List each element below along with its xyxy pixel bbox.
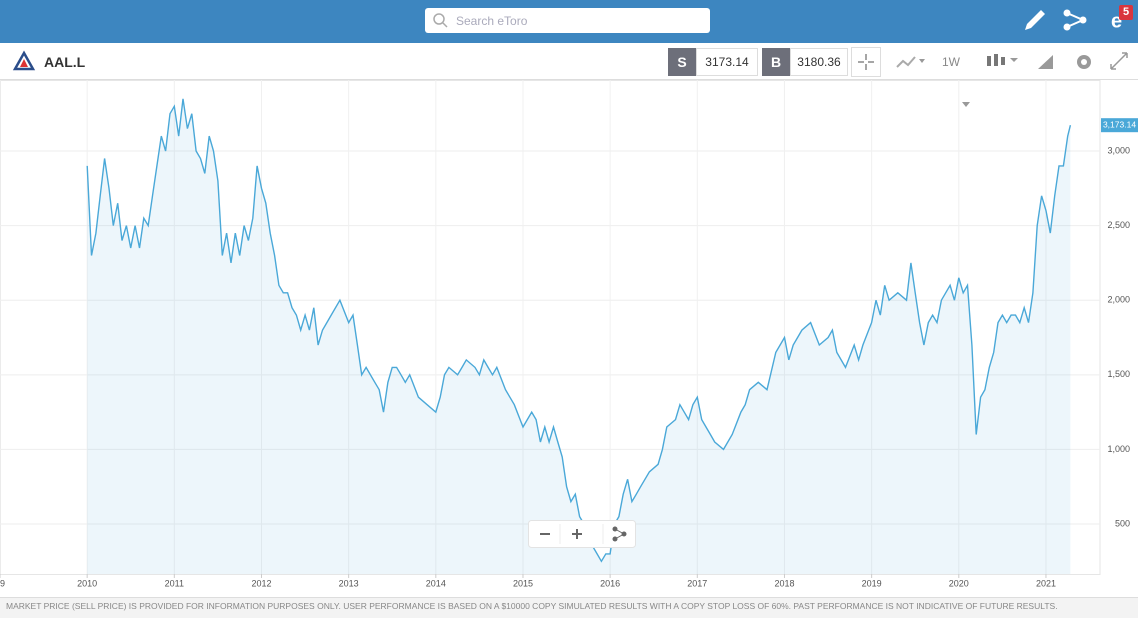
- search-box[interactable]: Search eToro: [425, 8, 710, 33]
- x-tick-label: 09: [0, 578, 5, 588]
- x-tick-label: 2016: [600, 578, 620, 588]
- symbol: AAL.L: [44, 54, 86, 70]
- search-placeholder: Search eToro: [456, 14, 528, 28]
- toolbar-icons: [987, 52, 1128, 70]
- zoom-controls: [528, 520, 636, 548]
- edit-icon[interactable]: [1025, 10, 1045, 30]
- buy-label[interactable]: B: [762, 48, 790, 76]
- x-tick-label: 2010: [77, 578, 97, 588]
- sell-label[interactable]: S: [668, 48, 696, 76]
- sell-price[interactable]: 3173.14: [696, 48, 758, 76]
- last-price-label: 3,173.14: [1103, 119, 1136, 129]
- x-tick-label: 2020: [949, 578, 969, 588]
- y-tick-label: 3,000: [1107, 145, 1130, 155]
- zoom-in[interactable]: [572, 529, 582, 539]
- y-tick-label: 500: [1115, 518, 1130, 528]
- last-price-tag: [1101, 118, 1138, 133]
- x-tick-label: 2017: [687, 578, 707, 588]
- toolbar: AAL.L S 3173.14 B 3180.36 1W: [0, 44, 1138, 107]
- disclaimer: MARKET PRICE (SELL PRICE) IS PROVIDED FO…: [6, 601, 1058, 611]
- avatar[interactable]: e: [1111, 10, 1122, 32]
- x-tick-label: 2011: [165, 578, 184, 588]
- symbol-logo: [12, 50, 36, 71]
- x-tick-label: 2021: [1036, 578, 1056, 588]
- share-icon[interactable]: [1066, 12, 1086, 28]
- x-tick-label: 2012: [251, 578, 271, 588]
- x-tick-label: 2015: [513, 578, 533, 588]
- y-tick-label: 2,500: [1107, 220, 1130, 230]
- header: Search eToro e 5: [0, 0, 1138, 43]
- x-tick-label: 2014: [426, 578, 446, 588]
- y-tick-label: 1,500: [1107, 369, 1130, 379]
- area: [87, 98, 1071, 575]
- fullscreen-button[interactable]: [1110, 52, 1128, 70]
- candles-button[interactable]: [987, 54, 1018, 66]
- crosshair-button[interactable]: [851, 47, 881, 77]
- x-tick-label: 2019: [862, 578, 882, 588]
- y-tick-label: 1,000: [1107, 444, 1130, 454]
- price-line: [86, 98, 1072, 563]
- interval-selector[interactable]: 1W: [942, 55, 960, 69]
- interval-caret: [962, 102, 970, 107]
- chart: 500 1,000 1,500 2,000 2,500 3,000 09 2010 2011 20…: [0, 80, 1138, 588]
- search-icon: [433, 13, 448, 28]
- y-tick-label: 2,000: [1107, 295, 1130, 305]
- footer: MARKET PRICE (SELL PRICE) IS PROVIDED FO…: [0, 597, 1138, 618]
- header-icons: e: [1025, 9, 1122, 32]
- chart-type-button[interactable]: [893, 47, 933, 77]
- x-tick-label: 2018: [774, 578, 794, 588]
- drawing-button[interactable]: [1038, 55, 1053, 69]
- buy-price[interactable]: 3180.36: [790, 48, 848, 76]
- notification-badge[interactable]: 5: [1119, 5, 1133, 20]
- x-tick-label: 2013: [339, 578, 359, 588]
- share-chart[interactable]: [612, 526, 627, 542]
